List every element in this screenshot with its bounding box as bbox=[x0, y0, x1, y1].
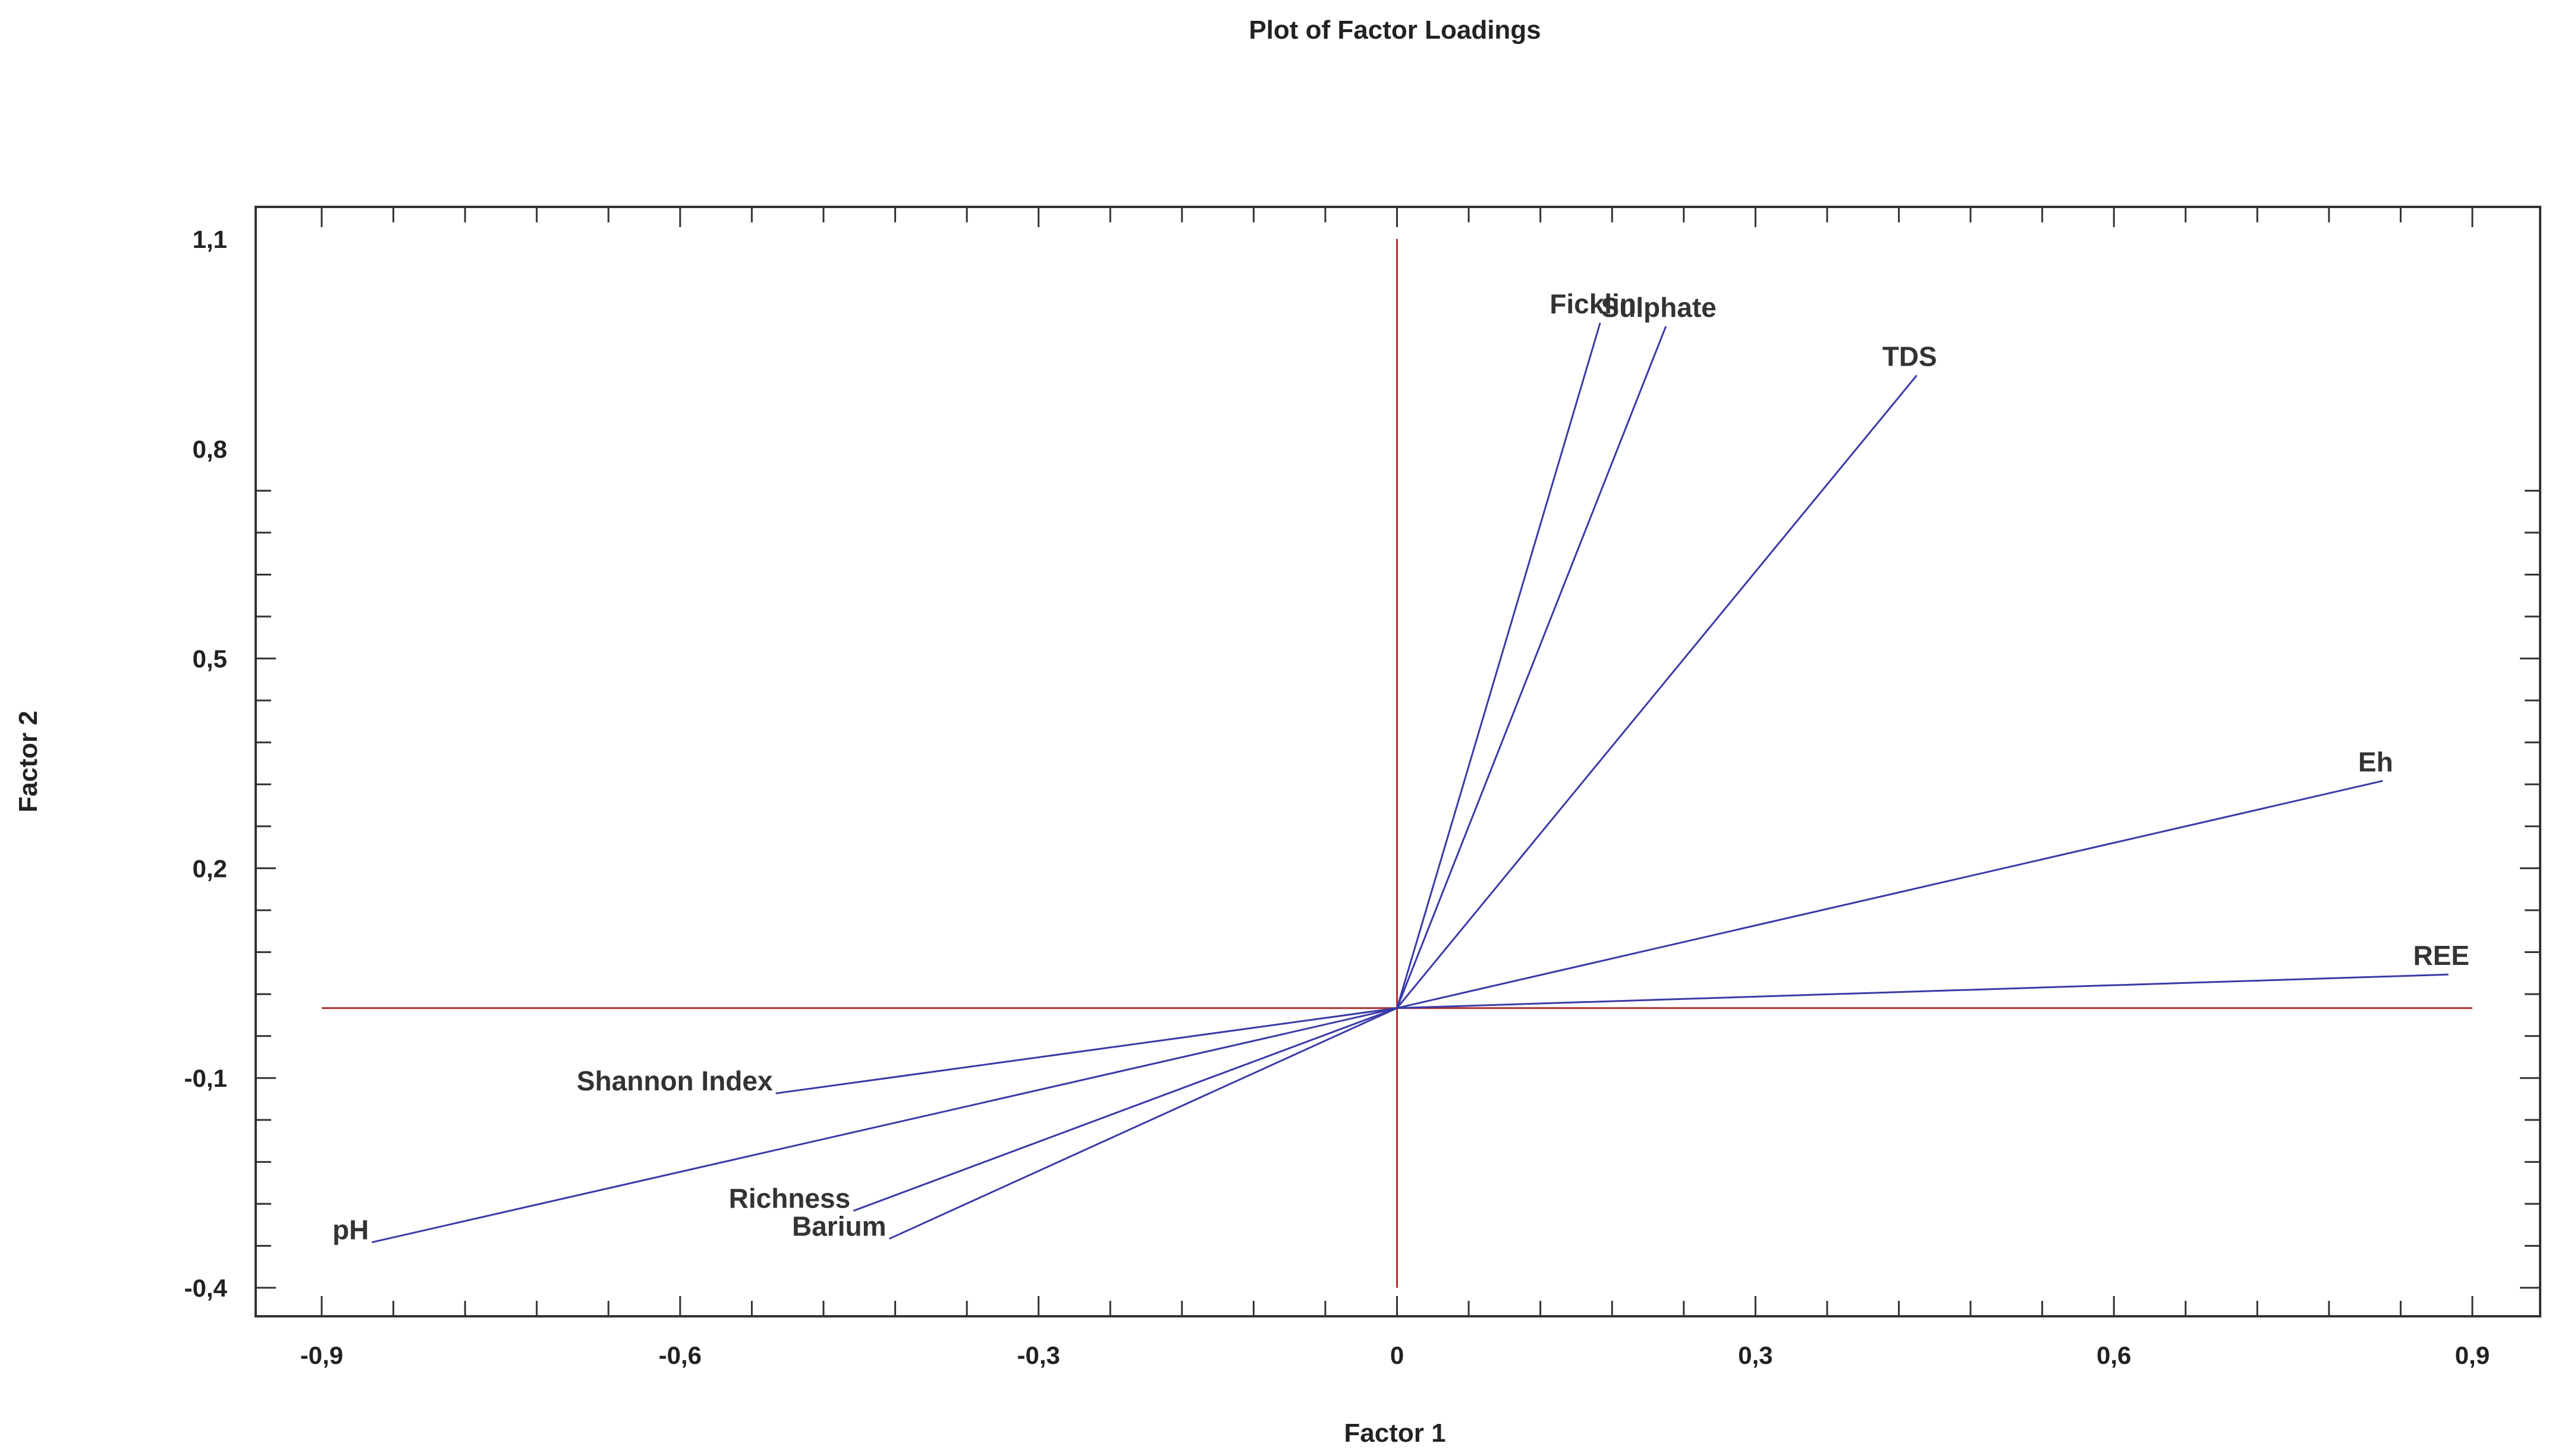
loading-vector bbox=[1396, 322, 1601, 1009]
y-tick-label: -0,4 bbox=[184, 1274, 228, 1302]
x-tick-label: 0 bbox=[1390, 1341, 1404, 1369]
loading-vector bbox=[775, 1007, 1397, 1095]
vector-label: REE bbox=[2413, 940, 2470, 971]
x-tick-label: 0,9 bbox=[2455, 1341, 2490, 1369]
x-tick-label: -0,9 bbox=[300, 1341, 343, 1369]
y-tick-label: 0,2 bbox=[193, 854, 227, 882]
loading-vector bbox=[1396, 326, 1667, 1009]
y-tick-label: 0,5 bbox=[193, 645, 227, 673]
x-tick-label: 0,3 bbox=[1738, 1341, 1773, 1369]
vector-label: Barium bbox=[792, 1211, 886, 1242]
vector-label: Ficklin bbox=[1550, 288, 1636, 319]
loading-vector bbox=[1396, 375, 1918, 1009]
x-axis-label: Factor 1 bbox=[1344, 1419, 1445, 1448]
x-tick-label: -0,6 bbox=[659, 1341, 702, 1369]
loading-vector bbox=[853, 1007, 1398, 1212]
y-tick-label: 0,8 bbox=[193, 435, 227, 463]
y-axis-label: Factor 2 bbox=[14, 710, 43, 812]
y-axis-ticks: -0,4 -0,1 0,2 0,5 0,8 1,1 bbox=[184, 225, 2540, 1302]
vector-label: Eh bbox=[2358, 746, 2393, 777]
vector-label: TDS bbox=[1883, 341, 1937, 372]
vector-label: Richness bbox=[729, 1183, 851, 1214]
loading-vector bbox=[1397, 973, 2449, 1010]
vector-label: pH bbox=[332, 1215, 369, 1246]
y-tick-label: -0,1 bbox=[184, 1064, 227, 1092]
loading-vector bbox=[888, 1007, 1398, 1240]
y-tick-label: 1,1 bbox=[193, 225, 227, 253]
vector-label: Shannon Index bbox=[577, 1065, 773, 1096]
x-tick-label: 0,6 bbox=[2097, 1341, 2131, 1369]
loading-vector bbox=[1397, 779, 2383, 1010]
loading-vector bbox=[372, 1007, 1397, 1244]
x-tick-label: -0,3 bbox=[1017, 1341, 1060, 1369]
chart-title: Plot of Factor Loadings bbox=[1249, 15, 1541, 45]
x-axis-ticks: -0,9 -0,6 -0,3 0 0,3 0,6 0,9 bbox=[300, 207, 2490, 1369]
vector-label: Sulphate bbox=[1601, 292, 1717, 323]
